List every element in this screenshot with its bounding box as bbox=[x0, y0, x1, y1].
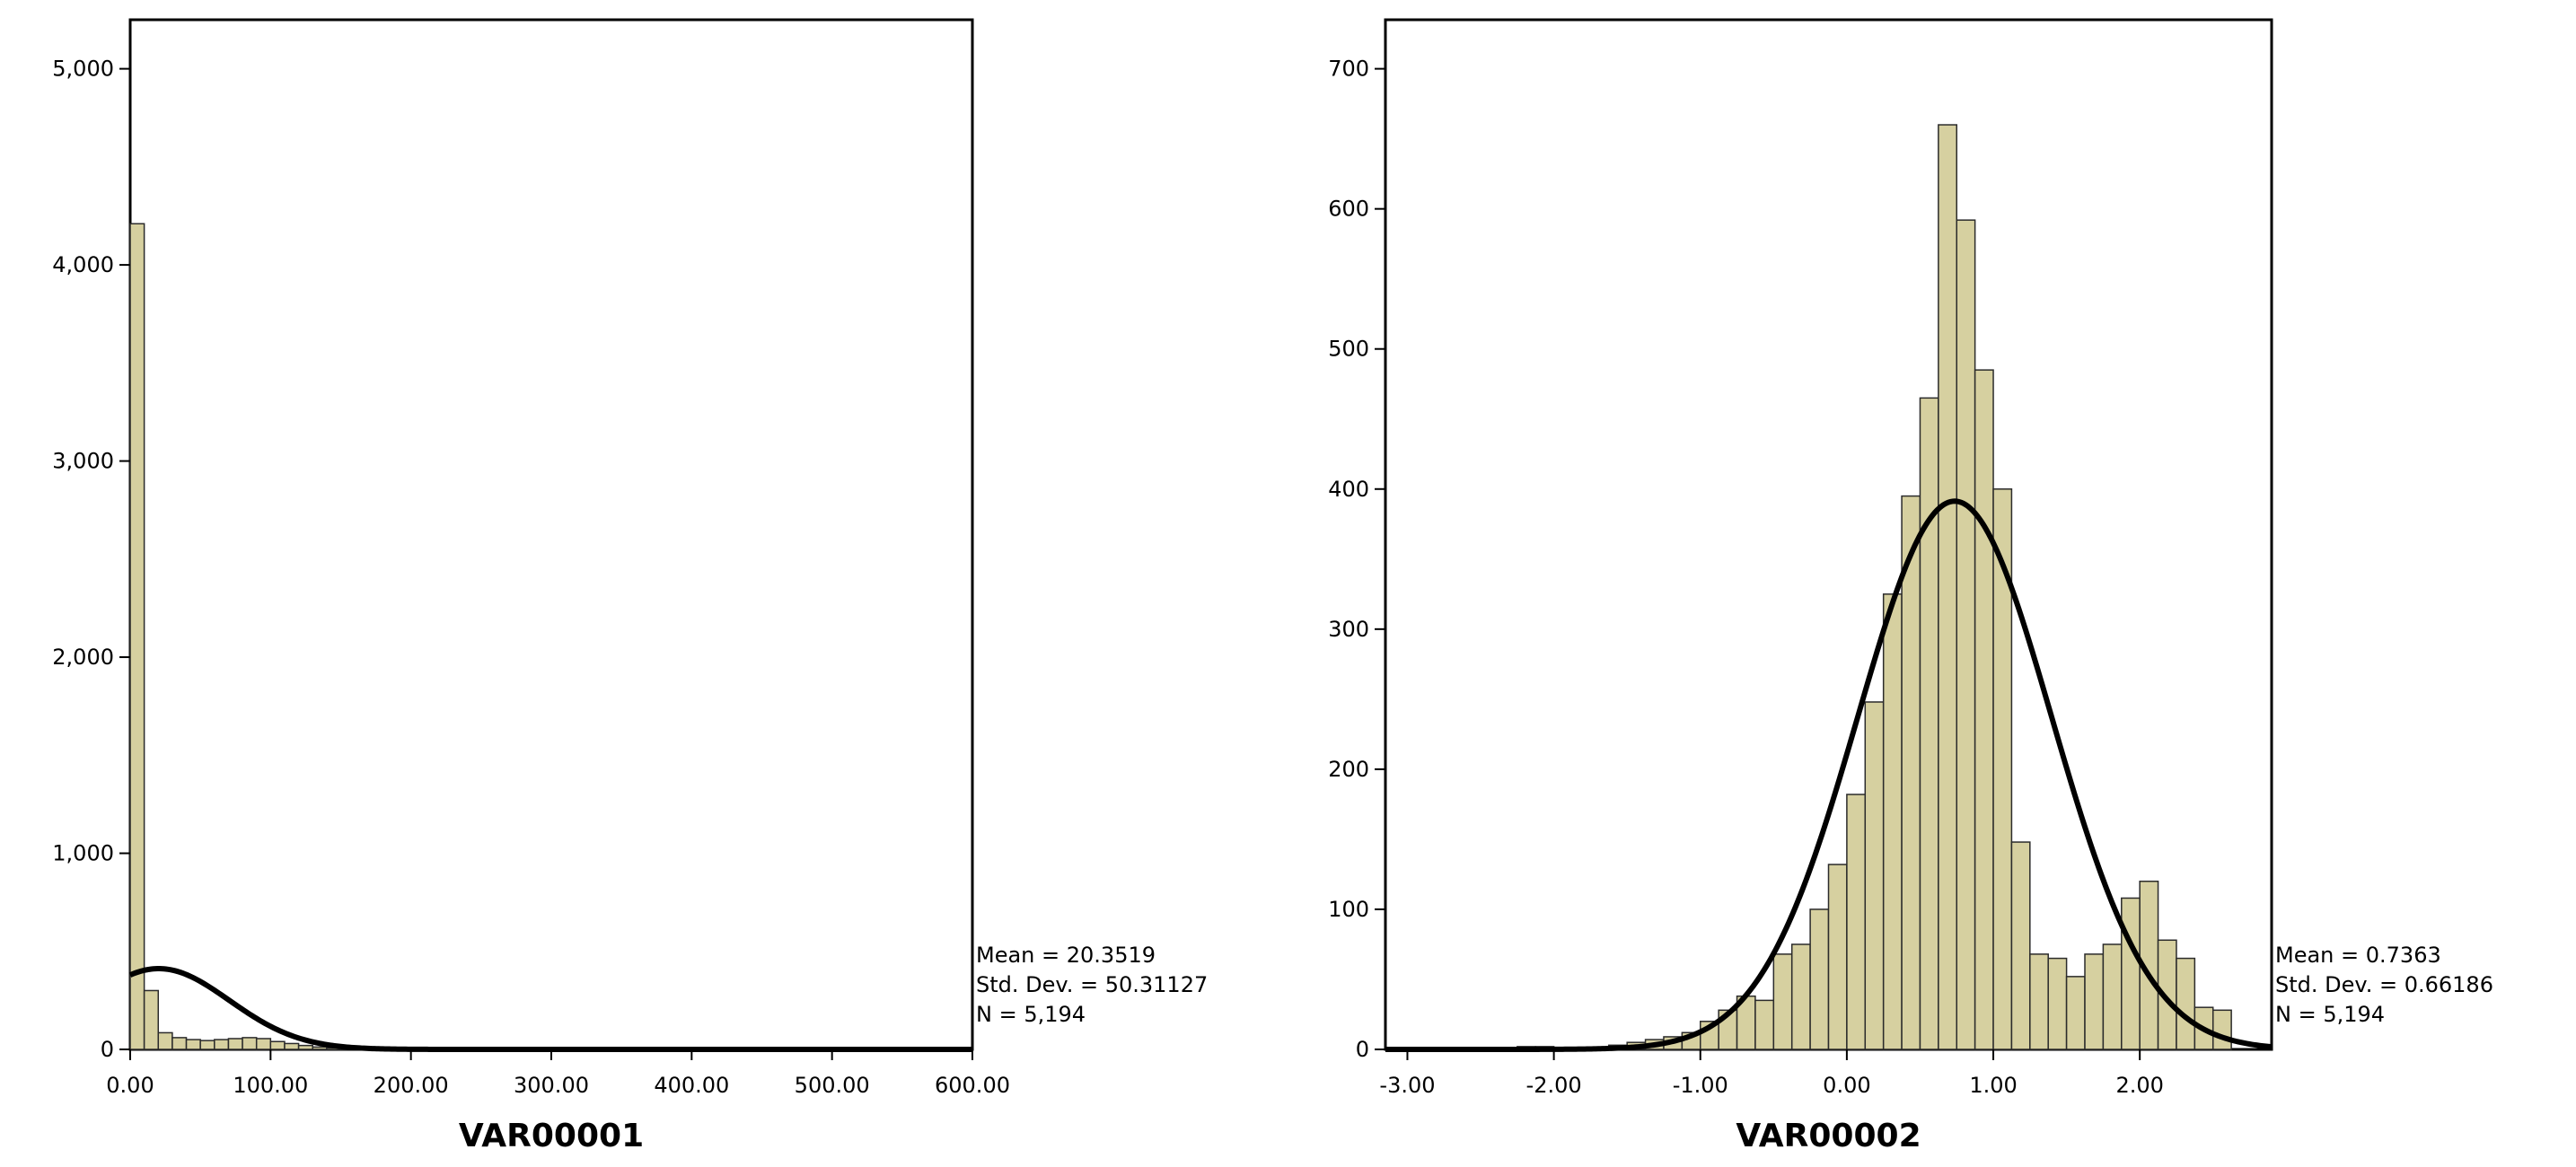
stats-mean: Mean = 0.7363 bbox=[2275, 943, 2441, 968]
y-tick-label: 2,000 bbox=[52, 645, 114, 670]
x-axis: 0.00 100.00 200.00 300.00 400.00 500.00 600.00 bbox=[106, 1049, 1010, 1098]
histogram-bar bbox=[255, 1038, 272, 1050]
histogram-bar bbox=[284, 1042, 300, 1050]
x-tick-label: -2.00 bbox=[1526, 1073, 1582, 1098]
y-tick-label: 400 bbox=[1328, 477, 1369, 502]
y-tick-label: 4,000 bbox=[52, 252, 114, 277]
histogram-bar bbox=[1901, 495, 1921, 1050]
histogram-bar bbox=[2047, 957, 2068, 1050]
x-axis-title: VAR00001 bbox=[459, 1118, 644, 1154]
stats-n: N = 5,194 bbox=[2275, 1002, 2385, 1027]
normal-curve bbox=[1385, 498, 2273, 1052]
y-tick-label: 300 bbox=[1328, 617, 1369, 642]
stats-n: N = 5,194 bbox=[976, 1002, 1086, 1027]
histogram-bar bbox=[2029, 953, 2049, 1050]
x-tick-label: -1.00 bbox=[1673, 1073, 1728, 1098]
histogram-bar bbox=[1974, 369, 1994, 1050]
histogram-bar bbox=[1846, 794, 1867, 1050]
x-tick-label: -3.00 bbox=[1379, 1073, 1435, 1098]
histogram-bar bbox=[269, 1040, 286, 1050]
histogram-bar bbox=[143, 989, 160, 1050]
histogram-bar bbox=[129, 223, 145, 1050]
histogram-bar bbox=[297, 1044, 313, 1050]
histogram-bar bbox=[2176, 957, 2196, 1050]
x-tick-label: 100.00 bbox=[233, 1073, 308, 1098]
histogram-bar bbox=[2010, 841, 2031, 1050]
x-tick-label: 300.00 bbox=[514, 1073, 589, 1098]
y-tick-label: 5,000 bbox=[52, 57, 114, 82]
histogram-bar bbox=[242, 1037, 258, 1050]
histogram-bar bbox=[2084, 953, 2105, 1050]
histogram-bar bbox=[185, 1039, 201, 1050]
y-tick-label: 700 bbox=[1328, 57, 1369, 82]
histogram-bar bbox=[312, 1046, 328, 1050]
y-tick-label: 0 bbox=[101, 1037, 114, 1062]
x-axis-title: VAR00002 bbox=[1736, 1118, 1921, 1154]
y-axis: 0 1,000 2,000 3,000 4,000 5,000 bbox=[52, 57, 130, 1062]
y-tick-label: 100 bbox=[1328, 897, 1369, 922]
x-tick-label: 200.00 bbox=[374, 1073, 449, 1098]
y-tick-label: 0 bbox=[1356, 1037, 1369, 1062]
x-tick-label: 2.00 bbox=[2115, 1073, 2163, 1098]
x-tick-label: 500.00 bbox=[795, 1073, 870, 1098]
plot-frame bbox=[128, 18, 974, 1051]
histogram-bar bbox=[2065, 976, 2086, 1050]
histogram-bar bbox=[1772, 953, 1793, 1050]
x-tick-label: 0.00 bbox=[106, 1073, 154, 1098]
y-tick-label: 3,000 bbox=[52, 449, 114, 474]
histogram-bar bbox=[2102, 943, 2123, 1050]
histogram-bar bbox=[1919, 397, 1939, 1050]
histogram-bar bbox=[214, 1039, 230, 1050]
histogram-bar bbox=[157, 1031, 173, 1050]
histogram-bar bbox=[1938, 124, 1957, 1050]
x-tick-label: 600.00 bbox=[935, 1073, 1010, 1098]
histogram-bar bbox=[227, 1038, 243, 1050]
histogram-bar bbox=[171, 1037, 188, 1050]
x-tick-label: 400.00 bbox=[654, 1073, 729, 1098]
histogram-var00001: 0 1,000 2,000 3,000 4,000 5,000 0.00 100.00 200… bbox=[52, 18, 1208, 1154]
histogram-bar bbox=[1790, 943, 1811, 1050]
histogram-var00002: 0 100 200 300 400 500 600 700 -3.00 -2.00 -1.00 0.… bbox=[1328, 18, 2493, 1154]
histogram-bar bbox=[2211, 1009, 2232, 1050]
histogram-bar bbox=[1827, 864, 1848, 1050]
y-tick-label: 500 bbox=[1328, 337, 1369, 362]
y-tick-label: 600 bbox=[1328, 197, 1369, 222]
histogram-bar bbox=[1864, 701, 1885, 1050]
histogram-bar bbox=[1956, 219, 1976, 1050]
histogram-bar bbox=[1882, 593, 1903, 1050]
y-tick-label: 1,000 bbox=[52, 841, 114, 866]
stats-mean: Mean = 20.3519 bbox=[976, 943, 1156, 968]
histogram-bar bbox=[1992, 488, 2013, 1050]
stats-std-dev: Std. Dev. = 50.31127 bbox=[976, 972, 1208, 997]
x-tick-label: 1.00 bbox=[1969, 1073, 2017, 1098]
x-tick-label: 0.00 bbox=[1823, 1073, 1870, 1098]
histogram-bar bbox=[1754, 999, 1775, 1050]
x-axis: -3.00 -2.00 -1.00 0.00 1.00 2.00 bbox=[1379, 1049, 2164, 1098]
histogram-bar bbox=[199, 1040, 215, 1050]
stats-std-dev: Std. Dev. = 0.66186 bbox=[2275, 972, 2493, 997]
bar-group bbox=[129, 223, 637, 1050]
histogram-bar bbox=[2121, 897, 2141, 1050]
bar-group bbox=[1388, 124, 2232, 1050]
histogram-bar bbox=[1809, 908, 1830, 1050]
y-tick-label: 200 bbox=[1328, 757, 1369, 782]
y-axis: 0 100 200 300 400 500 600 700 bbox=[1328, 57, 1385, 1062]
